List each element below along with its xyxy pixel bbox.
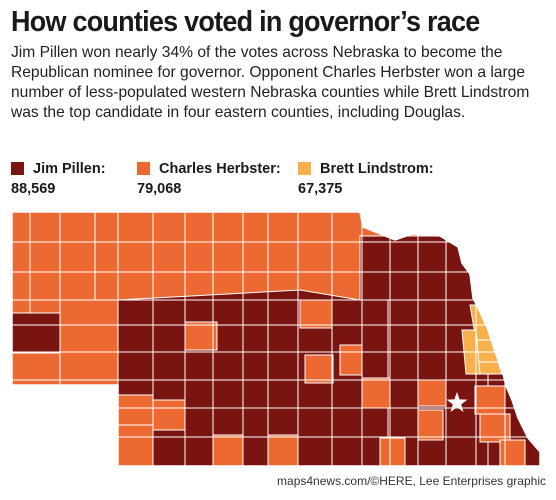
legend-swatch-herbster bbox=[137, 162, 150, 175]
legend-name-pillen: Jim Pillen: bbox=[33, 161, 106, 177]
legend-swatch-lindstrom bbox=[298, 162, 311, 175]
county-herbster bbox=[212, 434, 244, 466]
legend-votes-lindstrom: 67,375 bbox=[298, 181, 343, 197]
county-herbster bbox=[417, 409, 444, 441]
legend-swatch-pillen bbox=[11, 162, 24, 175]
legend-name-lindstrom: Brett Lindstrom: bbox=[320, 161, 434, 177]
county-herbster bbox=[474, 385, 506, 415]
legend-votes-pillen: 88,569 bbox=[11, 181, 56, 197]
legend-votes-herbster: 79,068 bbox=[137, 181, 182, 197]
county-herbster bbox=[361, 377, 391, 409]
credit: maps4news.com/©HERE, Lee Enterprises gra… bbox=[277, 474, 546, 488]
county-herbster bbox=[117, 424, 154, 466]
county-herbster bbox=[304, 354, 334, 384]
county-herbster bbox=[339, 344, 363, 376]
county-herbster bbox=[152, 399, 186, 431]
county-herbster bbox=[184, 321, 218, 351]
state-outline bbox=[11, 211, 541, 467]
county-herbster bbox=[117, 394, 154, 426]
star-icon bbox=[446, 392, 468, 412]
county-herbster bbox=[499, 439, 526, 466]
description: Jim Pillen won nearly 34% of the votes a… bbox=[11, 44, 530, 121]
legend: Jim Pillen: 88,569 Charles Herbster: 79,… bbox=[11, 160, 551, 204]
nebraska-county-map bbox=[11, 211, 541, 467]
region-panhandle-pillen bbox=[12, 312, 61, 354]
county-herbster bbox=[299, 299, 333, 329]
county-herbster bbox=[379, 437, 406, 466]
county-herbster bbox=[267, 434, 299, 466]
legend-name-herbster: Charles Herbster: bbox=[159, 161, 281, 177]
page-title: How counties voted in governor’s race bbox=[11, 6, 480, 38]
county-lindstrom bbox=[477, 361, 503, 375]
county-herbster bbox=[417, 379, 447, 407]
